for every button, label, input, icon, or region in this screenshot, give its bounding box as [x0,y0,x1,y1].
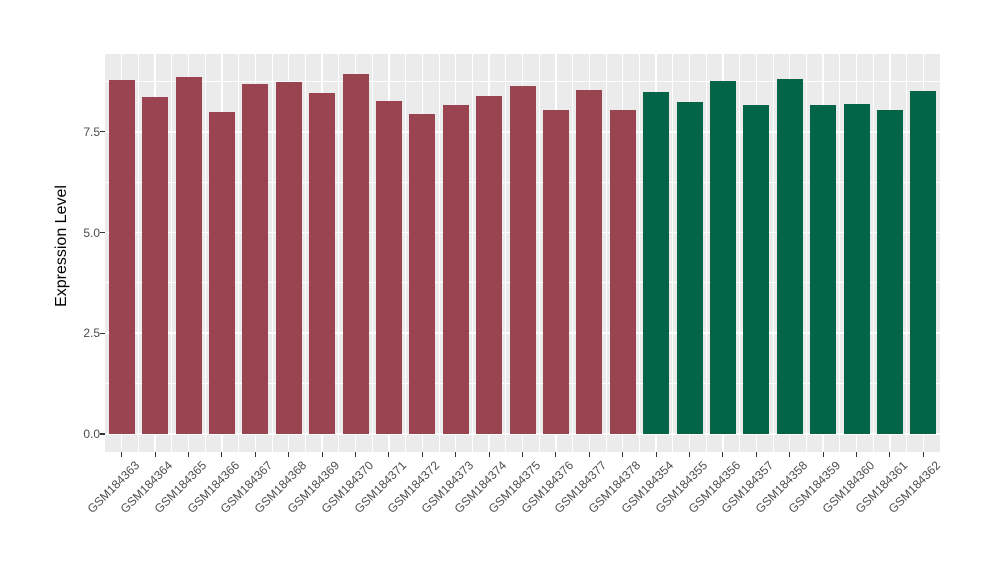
x-tick-mark [889,452,891,457]
bar-GSM184374 [476,96,503,434]
gridline-minor-v [438,54,440,452]
bar-GSM184360 [843,103,870,434]
gridline-minor-v [271,54,273,452]
gridline-minor-v [672,54,674,452]
x-tick-mark [521,452,524,457]
gridline-minor-v [405,54,406,452]
gridline-minor-v [472,54,473,452]
x-tick-mark [855,452,858,457]
bar-GSM184357 [743,105,770,434]
x-tick-mark [121,452,123,457]
bar-GSM184368 [275,81,302,434]
gridline-minor-v [906,54,907,452]
x-tick-mark [822,452,824,457]
bar-GSM184361 [876,109,903,434]
y-tick-mark [100,433,105,435]
gridline-minor-v [371,54,373,452]
bar-GSM184359 [810,104,837,434]
x-tick-mark [321,452,323,457]
gridline-minor-v [639,54,640,452]
x-tick-mark [789,452,791,457]
y-tick-mark [100,231,105,234]
gridline-minor-v [572,54,573,452]
plot-panel [105,54,940,452]
x-tick-mark [388,452,390,457]
x-tick-mark [187,452,190,457]
y-axis-title: Expression Level [53,185,70,307]
bar-GSM184358 [776,79,803,434]
x-tick-mark [688,452,691,457]
x-tick-mark [354,452,357,457]
x-tick-mark [254,452,256,457]
gridline-minor-v [705,54,707,452]
gridline-minor-v [305,54,306,452]
gridline-minor-v [739,54,740,452]
x-tick-mark [421,452,423,457]
bar-GSM184365 [175,76,202,434]
gridline-minor-v [505,54,507,452]
bar-GSM184354 [643,91,670,434]
bar-GSM184364 [142,97,169,434]
bar-GSM184378 [609,109,636,434]
y-tick-label: 2.5 [83,326,100,341]
gridline-minor-v [171,54,173,452]
bar-GSM184373 [442,105,469,434]
y-tick-mark [100,131,105,133]
x-tick-mark [588,452,590,457]
gridline-minor-v [839,54,841,452]
x-tick-mark [655,452,657,457]
x-tick-mark [288,452,290,457]
y-tick-label: 7.5 [83,124,100,139]
bar-GSM184369 [309,93,336,434]
bar-GSM184370 [342,74,369,434]
bar-GSM184372 [409,114,436,434]
x-tick-mark [488,452,490,457]
gridline-minor-v [338,54,340,452]
x-tick-mark [622,452,624,457]
x-tick-mark [922,452,924,457]
gridline-minor-v [138,54,139,452]
bar-GSM184366 [208,112,235,434]
bar-GSM184362 [910,91,937,434]
bar-GSM184375 [509,86,536,434]
bar-GSM184367 [242,83,269,434]
x-tick-mark [722,452,724,457]
x-tick-mark [555,452,557,457]
x-tick-mark [221,452,223,457]
gridline-minor-v [538,54,540,452]
x-tick-mark [154,452,156,457]
bar-GSM184355 [676,102,703,434]
y-tick-label: 0.0 [83,427,100,441]
bar-GSM184356 [709,80,736,434]
y-tick-label: 5.0 [83,225,100,240]
bar-GSM184377 [576,90,603,434]
bar-GSM184363 [108,79,135,434]
bar-GSM184371 [375,100,402,434]
gridline-minor-v [772,54,774,452]
x-tick-mark [455,452,457,457]
gridline-minor-v [806,54,807,452]
bar-GSM184376 [542,110,569,434]
gridline-minor-v [605,54,607,452]
y-tick-mark [100,332,105,334]
x-tick-mark [755,452,757,457]
gridline-minor-v [204,54,206,452]
gridline-minor-v [872,54,874,452]
gridline-minor-v [238,54,239,452]
